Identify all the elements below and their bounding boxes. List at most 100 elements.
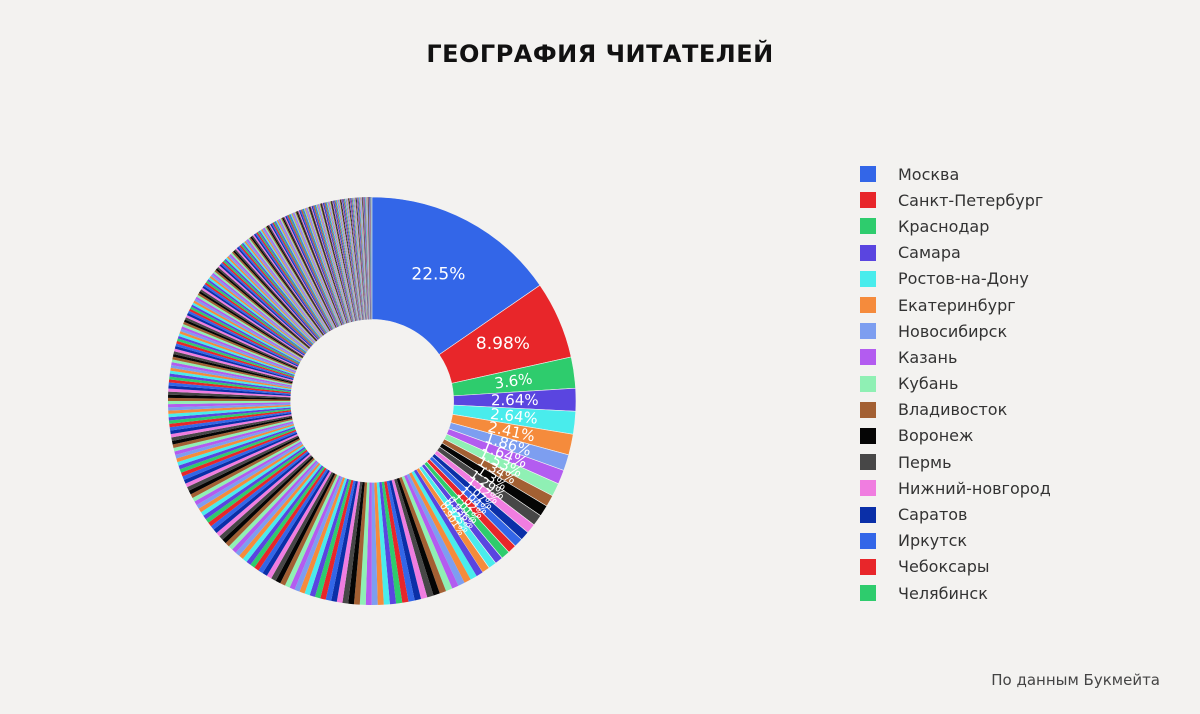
- slice-other: [242, 464, 322, 562]
- slice-other: [171, 359, 293, 386]
- slice-label: 22.5%: [411, 265, 465, 285]
- slice-other: [216, 453, 311, 537]
- slice-other: [365, 482, 372, 605]
- slice-other: [343, 198, 361, 321]
- slice-other: [168, 404, 291, 414]
- slice-other: [360, 197, 368, 320]
- slice-other: [280, 473, 338, 586]
- slice-other: [194, 441, 302, 506]
- legend-item[interactable]: Ростов-на-Дону: [860, 266, 1051, 292]
- legend-label: Самара: [898, 243, 961, 263]
- legend-label: Воронеж: [898, 426, 974, 446]
- slice-other: [299, 210, 344, 325]
- slice-other: [364, 197, 370, 320]
- legend-item[interactable]: Москва: [860, 161, 1051, 187]
- slice-other: [291, 213, 341, 327]
- slice-other: [361, 197, 368, 320]
- slice-other: [255, 232, 326, 335]
- slice-other: [235, 461, 319, 556]
- slice-other: [353, 197, 365, 320]
- slice-other: [367, 197, 371, 320]
- slice-other: [219, 455, 313, 540]
- slice-other: [303, 208, 346, 325]
- slice-other: [175, 343, 294, 380]
- legend-item[interactable]: Саратов: [860, 501, 1051, 527]
- slice-other: [256, 232, 327, 334]
- slice-other: [168, 402, 291, 408]
- slice-other: [177, 335, 295, 376]
- slice-other: [183, 321, 297, 371]
- slice-other: [345, 198, 362, 321]
- slice-other: [187, 310, 299, 366]
- slice-other: [232, 460, 318, 553]
- slice-other: [346, 198, 362, 321]
- legend-label: Нижний-новгород: [898, 478, 1051, 498]
- legend-item[interactable]: Екатеринбург: [860, 292, 1051, 318]
- slice-other: [274, 221, 334, 330]
- slice-other: [310, 206, 348, 324]
- legend-item[interactable]: Иркутск: [860, 528, 1051, 554]
- slice-other: [189, 308, 300, 365]
- slice-other: [369, 197, 372, 320]
- legend-item[interactable]: Пермь: [860, 449, 1051, 475]
- slice-other: [213, 452, 310, 534]
- slice-other: [182, 431, 297, 480]
- slice-other: [365, 197, 370, 320]
- slice-other: [337, 199, 359, 321]
- slice-other: [289, 475, 342, 590]
- slice-other: [220, 262, 312, 347]
- slice-other: [311, 205, 349, 324]
- slice-other: [362, 197, 369, 320]
- legend-swatch: [860, 506, 876, 523]
- slice-other: [170, 367, 292, 389]
- slice-other: [168, 397, 291, 401]
- legend-item[interactable]: Казань: [860, 344, 1051, 370]
- legend-item[interactable]: Самара: [860, 240, 1051, 266]
- slice-label: 2.64%: [489, 405, 538, 428]
- legend: Москва Санкт-Петербург Краснодар Самара Рост…: [860, 161, 1051, 606]
- slice-other: [169, 410, 292, 428]
- slice-other: [178, 333, 295, 375]
- slice-other: [301, 209, 345, 325]
- legend-item[interactable]: Воронеж: [860, 423, 1051, 449]
- legend-item[interactable]: Новосибирск: [860, 318, 1051, 344]
- slice-other: [235, 248, 318, 341]
- slice-other: [283, 216, 337, 328]
- slice-other: [329, 201, 356, 322]
- legend-item[interactable]: Нижний-новгород: [860, 475, 1051, 501]
- slice-other: [334, 200, 358, 321]
- legend-item[interactable]: Владивосток: [860, 397, 1051, 423]
- slice-other: [265, 226, 330, 332]
- slice-other: [386, 480, 415, 602]
- slice-other: [302, 208, 345, 325]
- slice-other: [172, 418, 293, 448]
- slice-other: [359, 197, 368, 320]
- legend-swatch: [860, 349, 876, 366]
- slice-other: [294, 476, 343, 592]
- slice-other: [342, 199, 361, 321]
- slice-other: [325, 480, 356, 601]
- legend-label: Новосибирск: [898, 321, 1008, 341]
- slice-other: [353, 197, 365, 320]
- slice-other: [394, 478, 434, 598]
- legend-item[interactable]: Чебоксары: [860, 554, 1051, 580]
- legend-item[interactable]: Челябинск: [860, 580, 1051, 606]
- slice-other: [365, 197, 370, 320]
- legend-item[interactable]: Кубань: [860, 371, 1051, 397]
- slice-other: [239, 244, 320, 339]
- slice-other: [333, 200, 357, 321]
- slice-other: [190, 438, 301, 498]
- slice-other: [277, 219, 335, 329]
- slice-other: [181, 326, 297, 373]
- slice-other: [314, 204, 350, 323]
- slice-other: [185, 434, 299, 488]
- legend-item[interactable]: Санкт-Петербург: [860, 187, 1051, 213]
- slice-other: [223, 260, 313, 346]
- legend-swatch: [860, 244, 876, 261]
- slice-other: [330, 201, 356, 322]
- slice-other: [325, 202, 354, 322]
- slice-other: [401, 476, 453, 592]
- slice-other: [200, 445, 305, 516]
- slice-other: [236, 247, 319, 340]
- legend-item[interactable]: Краснодар: [860, 213, 1051, 239]
